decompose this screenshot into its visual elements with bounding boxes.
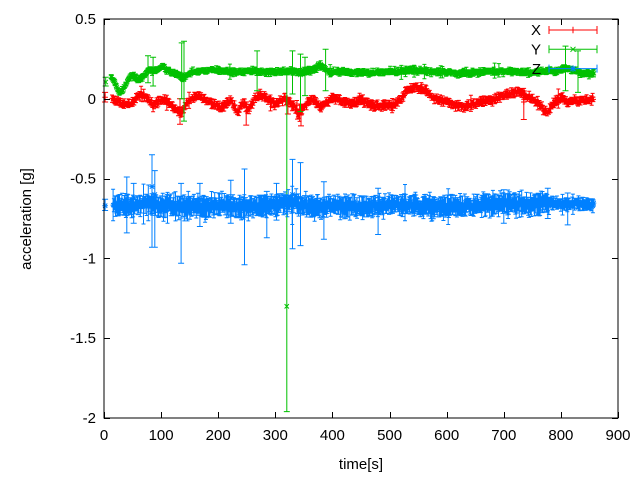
y-tick-label: 0.5: [75, 11, 96, 28]
x-tick-label: 0: [100, 427, 108, 444]
x-tick-label: 100: [149, 427, 174, 444]
x-tick-label: 900: [605, 427, 630, 444]
series-Y-markers: [103, 62, 597, 309]
y-tick-label: -1: [83, 250, 96, 267]
x-tick-label: 500: [377, 427, 402, 444]
series-Z-markers: [102, 183, 597, 214]
x-axis-label: time[s]: [338, 456, 384, 473]
legend-sample-X: [548, 26, 598, 34]
plot-border-and-ticks: [103, 18, 619, 419]
y-tick-label: -2: [83, 410, 96, 427]
legend-label-Z: Z: [532, 61, 541, 78]
legend-label-Y: Y: [531, 42, 541, 59]
y-tick-label: -0.5: [70, 171, 96, 188]
y-tick-label: -1.5: [70, 330, 96, 347]
y-tick-label: 0: [88, 91, 96, 108]
x-tick-label: 700: [491, 427, 516, 444]
x-tick-label: 400: [320, 427, 345, 444]
x-tick-label: 600: [434, 427, 459, 444]
y-axis-label: acceleration [g]: [18, 168, 35, 270]
series-Y-errorbars: [102, 40, 596, 413]
legend-sample-Z: [548, 64, 598, 73]
x-tick-label: 200: [206, 427, 231, 444]
legend-label-X: X: [531, 22, 541, 39]
series-X-markers: [102, 83, 596, 118]
x-tick-label: 800: [548, 427, 573, 444]
legend-sample-Y: [548, 45, 598, 54]
x-tick-label: 300: [263, 427, 288, 444]
